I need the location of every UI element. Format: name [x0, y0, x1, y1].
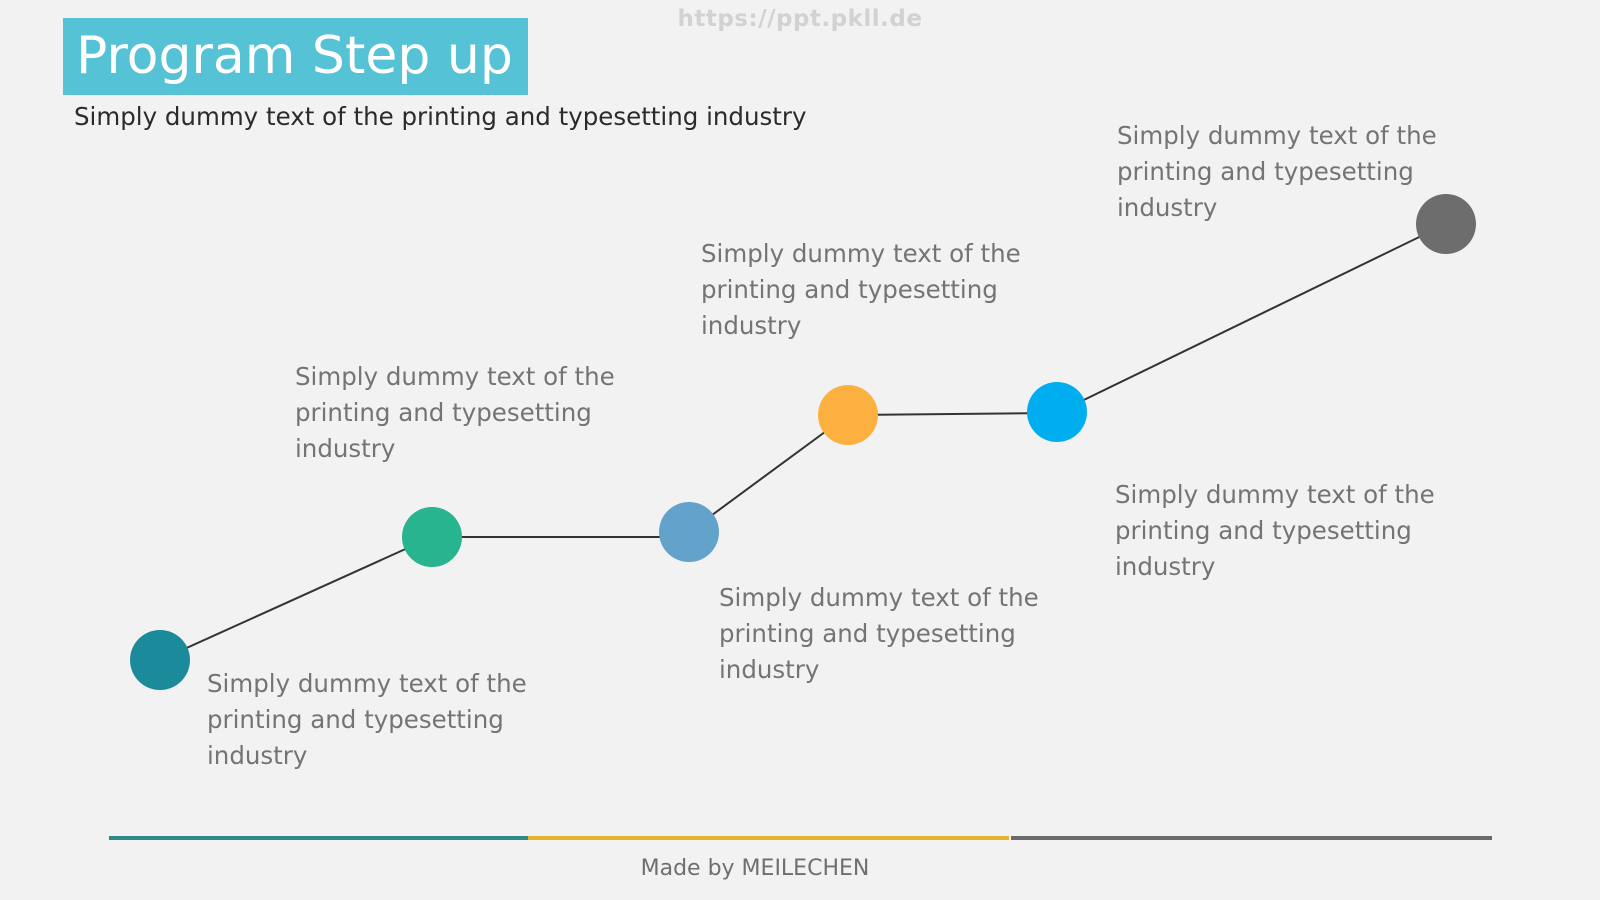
step-node-4: [818, 385, 878, 445]
step-text-1: Simply dummy text of the printing and ty…: [207, 669, 527, 770]
step-node-5: [1027, 382, 1087, 442]
connector-line-3: [688, 414, 849, 533]
step-text-2: Simply dummy text of the printing and ty…: [295, 362, 615, 463]
bottom-bar-segment-3: [1011, 836, 1492, 840]
bottom-bar-segment-2: [528, 836, 1009, 840]
step-text-5: Simply dummy text of the printing and ty…: [1115, 480, 1435, 581]
step-node-2: [402, 507, 462, 567]
page-subtitle: Simply dummy text of the printing and ty…: [74, 102, 807, 131]
step-node-6: [1416, 194, 1476, 254]
connector-line-5: [1056, 223, 1447, 414]
footer-credit: Made by MEILECHEN: [640, 856, 870, 881]
watermark-url: https://ppt.pkll.de: [677, 6, 923, 32]
step-node-1: [130, 630, 190, 690]
connector-line-4: [847, 412, 1058, 416]
step-text-3: Simply dummy text of the printing and ty…: [719, 583, 1039, 684]
connector-lines: [159, 223, 1447, 661]
title-banner: Program Step up: [63, 18, 528, 95]
connector-line-1: [159, 536, 433, 661]
bottom-bar-segment-1: [109, 836, 528, 840]
step-node-3: [659, 502, 719, 562]
step-text-6: Simply dummy text of the printing and ty…: [1117, 121, 1437, 222]
step-text-4: Simply dummy text of the printing and ty…: [701, 239, 1021, 340]
page-title: Program Step up: [76, 26, 513, 86]
